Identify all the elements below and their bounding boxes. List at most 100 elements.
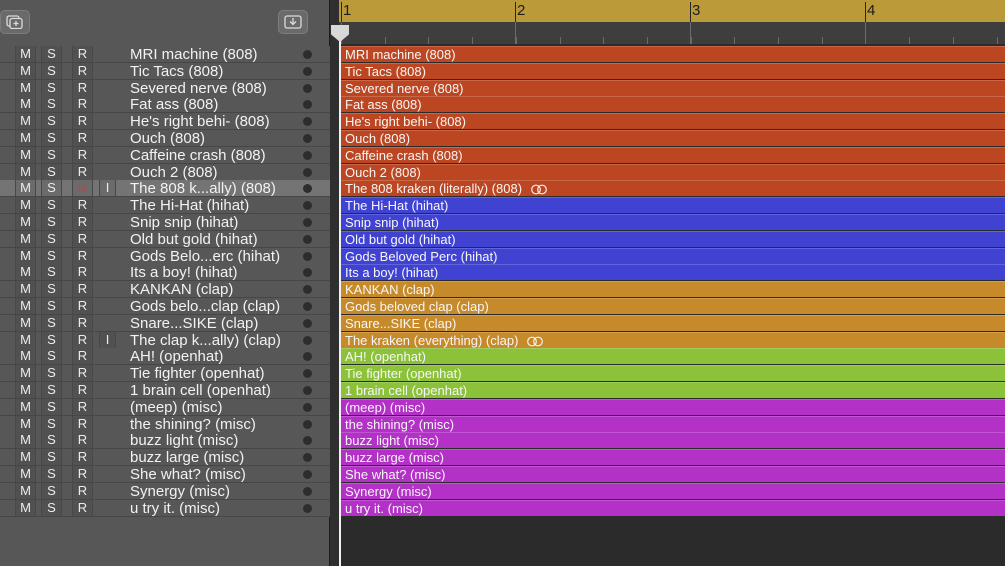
region[interactable]: Fat ass (808) xyxy=(341,96,1005,112)
mute-button[interactable]: M xyxy=(15,382,36,398)
mute-button[interactable]: M xyxy=(15,332,36,348)
mute-button[interactable]: M xyxy=(15,315,36,331)
record-enable-button[interactable]: R xyxy=(72,399,93,415)
mute-button[interactable]: M xyxy=(15,63,36,79)
track-activity-indicator[interactable] xyxy=(303,319,312,328)
solo-button[interactable]: S xyxy=(41,248,62,264)
record-enable-button[interactable]: R xyxy=(72,113,93,129)
record-enable-button[interactable]: R xyxy=(72,96,93,112)
track-header-row[interactable]: M S R MRI machine (808) xyxy=(0,46,330,63)
track-header-row[interactable]: M S R Tic Tacs (808) xyxy=(0,63,330,80)
solo-button[interactable]: S xyxy=(41,416,62,432)
import-button[interactable] xyxy=(278,10,308,34)
region[interactable]: Old but gold (hihat) xyxy=(341,231,1005,247)
track-activity-indicator[interactable] xyxy=(303,302,312,311)
track-name[interactable]: Caffeine crash (808) xyxy=(130,147,266,163)
solo-button[interactable]: S xyxy=(41,298,62,314)
mute-button[interactable]: M xyxy=(15,248,36,264)
record-enable-button[interactable]: R xyxy=(72,483,93,499)
region[interactable]: He's right behi- (808) xyxy=(341,113,1005,129)
record-enable-button[interactable]: R xyxy=(72,231,93,247)
solo-button[interactable]: S xyxy=(41,214,62,230)
mute-button[interactable]: M xyxy=(15,281,36,297)
solo-button[interactable]: S xyxy=(41,46,62,62)
track-name[interactable]: The clap k...ally) (clap) xyxy=(130,332,281,348)
track-activity-indicator[interactable] xyxy=(303,134,312,143)
solo-button[interactable]: S xyxy=(41,180,62,196)
region[interactable]: Snare...SIKE (clap) xyxy=(341,315,1005,331)
record-enable-button[interactable]: R xyxy=(72,466,93,482)
solo-button[interactable]: S xyxy=(41,399,62,415)
add-track-button[interactable] xyxy=(0,10,30,34)
track-activity-indicator[interactable] xyxy=(303,285,312,294)
mute-button[interactable]: M xyxy=(15,483,36,499)
track-header-row[interactable]: M S R He's right behi- (808) xyxy=(0,113,330,130)
solo-button[interactable]: S xyxy=(41,80,62,96)
track-name[interactable]: the shining? (misc) xyxy=(130,416,256,432)
track-name[interactable]: Synergy (misc) xyxy=(130,483,231,499)
record-enable-button[interactable]: R xyxy=(72,46,93,62)
mute-button[interactable]: M xyxy=(15,214,36,230)
mute-button[interactable]: M xyxy=(15,130,36,146)
solo-button[interactable]: S xyxy=(41,113,62,129)
solo-button[interactable]: S xyxy=(41,164,62,180)
track-header-row[interactable]: M S R (meep) (misc) xyxy=(0,399,330,416)
record-enable-button[interactable]: R xyxy=(72,63,93,79)
solo-button[interactable]: S xyxy=(41,432,62,448)
record-enable-button[interactable]: R xyxy=(72,281,93,297)
solo-button[interactable]: S xyxy=(41,332,62,348)
solo-button[interactable]: S xyxy=(41,96,62,112)
track-activity-indicator[interactable] xyxy=(303,386,312,395)
track-name[interactable]: u try it. (misc) xyxy=(130,500,220,516)
region[interactable]: Its a boy! (hihat) xyxy=(341,264,1005,280)
track-header-row[interactable]: M S R Fat ass (808) xyxy=(0,96,330,113)
region[interactable]: The Hi-Hat (hihat) xyxy=(341,197,1005,213)
input-monitor-button[interactable]: I xyxy=(99,332,116,348)
track-header-row[interactable]: M S R Tie fighter (openhat) xyxy=(0,365,330,382)
mute-button[interactable]: M xyxy=(15,365,36,381)
track-activity-indicator[interactable] xyxy=(303,453,312,462)
solo-button[interactable]: S xyxy=(41,466,62,482)
solo-button[interactable]: S xyxy=(41,147,62,163)
region[interactable]: Tic Tacs (808) xyxy=(341,63,1005,79)
mute-button[interactable]: M xyxy=(15,348,36,364)
solo-button[interactable]: S xyxy=(41,382,62,398)
solo-button[interactable]: S xyxy=(41,483,62,499)
record-enable-button[interactable]: R xyxy=(72,264,93,280)
track-name[interactable]: Fat ass (808) xyxy=(130,96,219,112)
region[interactable]: Ouch 2 (808) xyxy=(341,164,1005,180)
track-activity-indicator[interactable] xyxy=(303,369,312,378)
record-enable-button[interactable]: R xyxy=(72,449,93,465)
mute-button[interactable]: M xyxy=(15,231,36,247)
record-enable-button[interactable]: R xyxy=(72,214,93,230)
track-name[interactable]: KANKAN (clap) xyxy=(130,281,234,297)
track-header-row[interactable]: M S R KANKAN (clap) xyxy=(0,281,330,298)
track-name[interactable]: She what? (misc) xyxy=(130,466,246,482)
solo-button[interactable]: S xyxy=(41,281,62,297)
mute-button[interactable]: M xyxy=(15,180,36,196)
track-activity-indicator[interactable] xyxy=(303,117,312,126)
mute-button[interactable]: M xyxy=(15,197,36,213)
region[interactable]: MRI machine (808) xyxy=(341,46,1005,62)
solo-button[interactable]: S xyxy=(41,231,62,247)
track-name[interactable]: Its a boy! (hihat) xyxy=(130,264,238,280)
record-enable-button[interactable]: R xyxy=(72,197,93,213)
record-enable-button[interactable]: R xyxy=(72,248,93,264)
record-enable-button[interactable]: R xyxy=(72,416,93,432)
track-header-row[interactable]: M S R Caffeine crash (808) xyxy=(0,147,330,164)
solo-button[interactable]: S xyxy=(41,500,62,516)
track-name[interactable]: Gods belo...clap (clap) xyxy=(130,298,281,314)
mute-button[interactable]: M xyxy=(15,298,36,314)
track-header-row[interactable]: M S R AH! (openhat) xyxy=(0,348,330,365)
timeline-ruler[interactable]: 1 2 3 4 xyxy=(339,0,1005,44)
track-header-row[interactable]: M S R Gods belo...clap (clap) xyxy=(0,298,330,315)
region[interactable]: Snip snip (hihat) xyxy=(341,214,1005,230)
track-activity-indicator[interactable] xyxy=(303,252,312,261)
track-activity-indicator[interactable] xyxy=(303,218,312,227)
record-enable-button[interactable]: R xyxy=(72,80,93,96)
track-activity-indicator[interactable] xyxy=(303,84,312,93)
track-name[interactable]: The 808 k...ally) (808) xyxy=(130,180,276,196)
